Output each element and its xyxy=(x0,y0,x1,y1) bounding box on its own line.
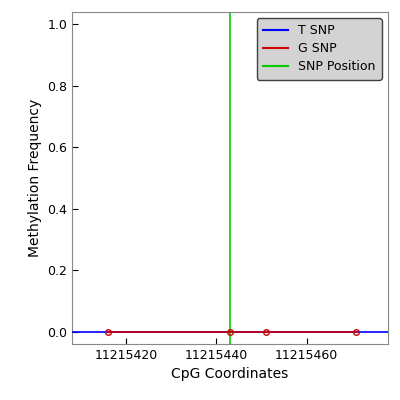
Legend: T SNP, G SNP, SNP Position: T SNP, G SNP, SNP Position xyxy=(257,18,382,80)
Y-axis label: Methylation Frequency: Methylation Frequency xyxy=(28,99,42,257)
X-axis label: CpG Coordinates: CpG Coordinates xyxy=(171,368,289,382)
